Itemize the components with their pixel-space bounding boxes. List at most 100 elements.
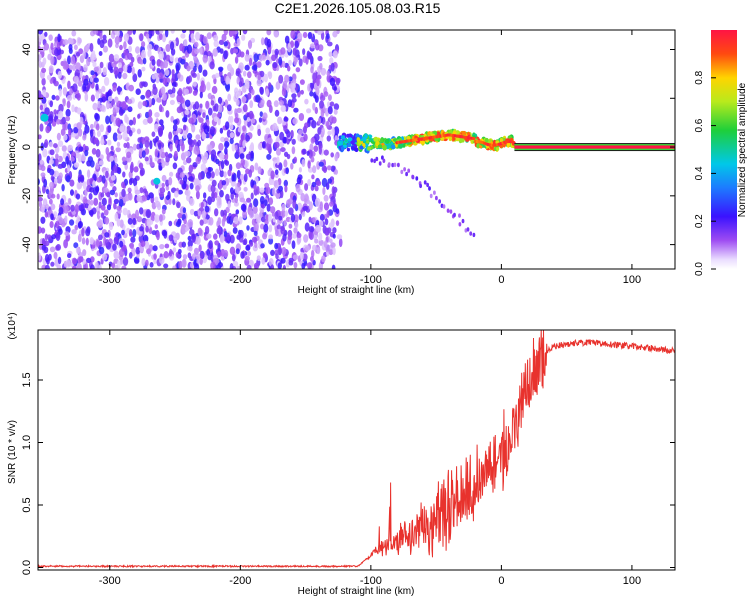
noise-speck <box>190 33 195 40</box>
noise-speck <box>273 100 279 108</box>
snr-panel: -300 -200 -100 0 100 0.0 0.5 1.0 1.5 Height of … <box>7 312 676 597</box>
trace-speck <box>449 129 453 135</box>
noise-speck <box>283 125 288 132</box>
noise-speck <box>323 240 328 248</box>
noise-speck <box>97 100 101 109</box>
noise-speck <box>239 197 246 203</box>
noise-speck <box>314 106 318 115</box>
noise-speck <box>95 123 100 131</box>
noise-speck <box>300 89 305 95</box>
noise-speck <box>182 130 187 139</box>
noise-speck <box>297 202 303 211</box>
noise-speck <box>164 151 169 157</box>
noise-speck <box>235 248 240 255</box>
noise-speck <box>294 221 299 229</box>
noise-speck <box>121 156 127 162</box>
noise-speck <box>257 128 262 137</box>
noise-speck <box>92 30 99 35</box>
noise-speck <box>226 104 232 112</box>
noise-speck <box>247 92 252 100</box>
noise-speck <box>224 99 229 108</box>
noise-speck <box>51 94 56 101</box>
noise-speck <box>283 179 288 187</box>
noise-speck <box>283 219 287 227</box>
noise-speck <box>227 63 232 72</box>
noise-speck <box>161 182 165 188</box>
noise-speck <box>318 145 322 155</box>
noise-speck <box>329 77 336 87</box>
noise-speck <box>195 236 201 245</box>
noise-speck <box>268 224 273 233</box>
noise-speck <box>256 61 262 68</box>
noise-speck <box>99 39 105 49</box>
noise-speck <box>280 226 286 235</box>
noise-speck <box>233 48 239 54</box>
noise-speck <box>301 262 306 269</box>
noise-speck <box>288 59 292 66</box>
noise-speck <box>194 263 200 269</box>
noise-speck <box>165 44 171 52</box>
noise-speck <box>149 161 155 167</box>
noise-speck <box>334 169 338 175</box>
noise-speck <box>44 139 49 148</box>
noise-speck <box>169 248 173 257</box>
noise-speck <box>229 263 234 269</box>
noise-speck <box>231 143 236 152</box>
x-tick-label: -100 <box>360 575 382 587</box>
noise-speck <box>220 209 224 217</box>
noise-speck <box>298 129 303 136</box>
noise-speck <box>225 75 230 85</box>
noise-speck <box>159 119 164 126</box>
noise-speck <box>91 148 97 155</box>
noise-speck <box>102 34 107 41</box>
tail-speck <box>428 186 431 191</box>
noise-speck <box>198 64 203 73</box>
noise-speck <box>238 191 244 199</box>
noise-speck <box>317 117 322 125</box>
noise-speck <box>210 100 215 106</box>
noise-speck <box>172 123 178 132</box>
noise-speck <box>88 193 93 200</box>
noise-speck <box>282 233 287 242</box>
noise-speck <box>90 94 95 102</box>
noise-speck <box>235 91 240 99</box>
noise-speck <box>266 99 272 108</box>
noise-speck <box>230 192 234 200</box>
noise-speck <box>242 239 247 245</box>
noise-speck <box>307 160 311 169</box>
noise-speck <box>109 189 116 196</box>
noise-speck <box>71 104 75 113</box>
noise-speck <box>165 54 171 62</box>
noise-speck <box>82 134 87 141</box>
noise-speck <box>66 95 73 101</box>
noise-speck <box>198 172 203 181</box>
noise-speck <box>77 263 82 269</box>
noise-speck <box>244 255 250 262</box>
noise-speck <box>277 246 283 256</box>
noise-speck <box>266 38 272 48</box>
noise-speck <box>298 58 303 67</box>
noise-speck <box>197 139 202 147</box>
noise-speck <box>254 241 258 249</box>
noise-speck <box>49 168 55 176</box>
noise-speck <box>145 90 151 99</box>
noise-speck <box>250 179 255 188</box>
x-tick-label: 0 <box>498 575 504 587</box>
noise-speck <box>62 122 67 131</box>
noise-speck <box>114 264 119 269</box>
y-tick-label: 40 <box>21 43 33 55</box>
x-tick-label: -200 <box>229 575 251 587</box>
noise-speck <box>39 159 44 165</box>
noise-speck <box>74 75 79 85</box>
noise-speck <box>290 162 294 170</box>
noise-speck <box>108 221 114 231</box>
noise-speck <box>230 187 234 195</box>
noise-speck <box>127 30 133 36</box>
noise-speck <box>141 41 146 48</box>
noise-speck <box>199 47 203 55</box>
noise-speck <box>54 157 59 167</box>
noise-speck <box>85 228 91 237</box>
noise-speck <box>327 178 333 184</box>
noise-speck <box>281 247 287 256</box>
